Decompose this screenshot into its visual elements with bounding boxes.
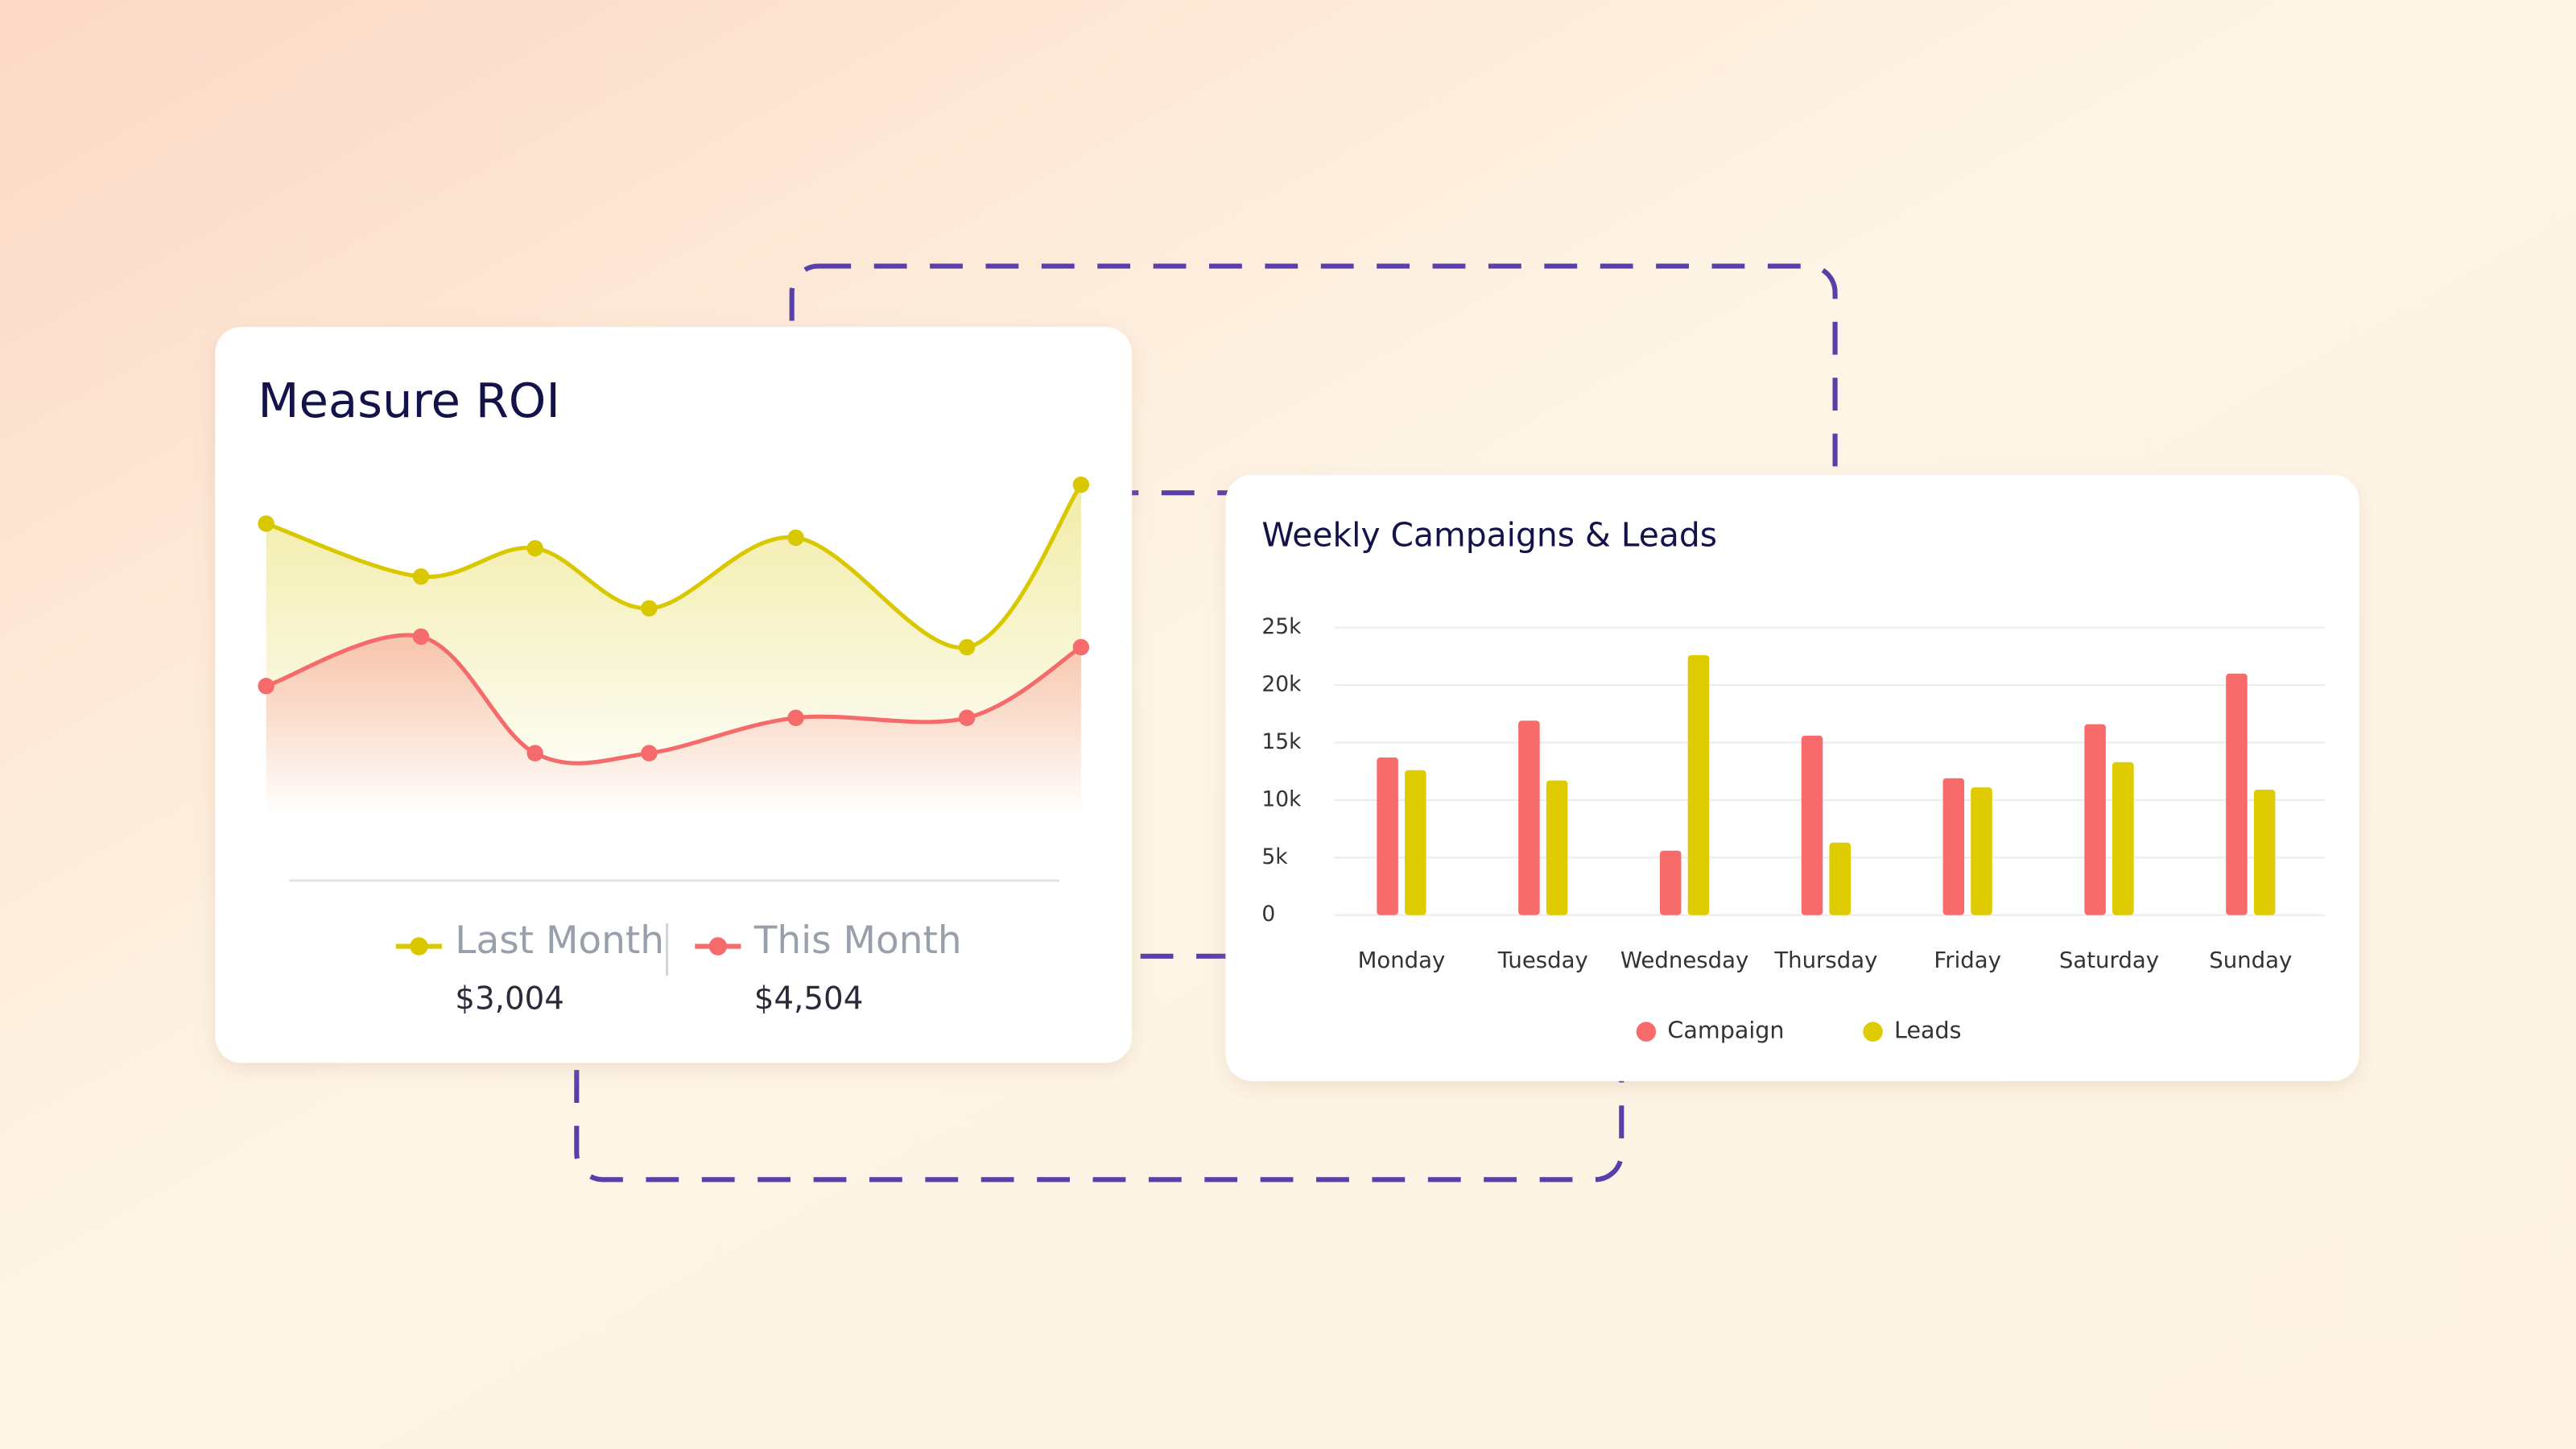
point: [526, 745, 543, 762]
y-tick-label: 25k: [1261, 614, 1302, 639]
bar: [1971, 787, 1992, 915]
y-tick-label: 20k: [1261, 672, 1302, 697]
point: [958, 638, 976, 656]
point: [1072, 638, 1090, 656]
legend-label: Campaign: [1667, 1017, 1784, 1044]
x-tick-label: Tuesday: [1497, 947, 1588, 973]
legend-value: $4,504: [754, 980, 864, 1017]
bar: [2084, 724, 2106, 915]
legend-label: Last Month: [455, 919, 664, 963]
point: [787, 529, 804, 547]
point: [412, 628, 430, 646]
y-tick-label: 10k: [1261, 786, 1302, 811]
bar: [1801, 735, 1823, 915]
x-tick-label: Saturday: [2059, 947, 2159, 973]
card: [1225, 474, 2359, 1081]
point: [258, 515, 275, 532]
card-title: Weekly Campaigns & Leads: [1261, 515, 1717, 554]
legend-label: Leads: [1894, 1017, 1962, 1044]
legend-label: This Month: [753, 919, 962, 963]
legend-dot: [410, 937, 428, 956]
point: [1072, 476, 1090, 493]
weekly-card: Weekly Campaigns & Leads 0 5k 10k 15k 20k 25k…: [1225, 474, 2359, 1081]
bar: [2253, 790, 2276, 915]
bar: [1405, 770, 1426, 915]
roi-card: Measure ROI Last Month $3,004 This Month $4…: [215, 327, 1133, 1063]
bar: [1687, 654, 1710, 915]
bar: [1377, 758, 1398, 915]
point: [412, 568, 430, 585]
y-tick-label: 5k: [1261, 844, 1288, 869]
point: [641, 745, 658, 762]
bar: [1942, 778, 1965, 915]
point: [641, 600, 658, 617]
bar: [2112, 762, 2134, 915]
point: [787, 709, 804, 726]
x-tick-label: Friday: [1934, 947, 2001, 973]
legend-dot: [708, 937, 728, 956]
legend-dot: [1863, 1022, 1883, 1042]
x-tick-label: Sunday: [2209, 947, 2292, 973]
point: [958, 709, 976, 726]
bar: [1546, 780, 1568, 915]
y-tick-label: 15k: [1261, 729, 1302, 754]
y-tick-label: 0: [1261, 902, 1275, 927]
legend-dot: [1636, 1022, 1657, 1042]
bar: [1829, 842, 1851, 915]
point: [526, 539, 543, 557]
legend-value: $3,004: [455, 980, 564, 1017]
x-tick-label: Thursday: [1773, 947, 1877, 973]
x-tick-label: Wednesday: [1620, 947, 1748, 973]
card-title: Measure ROI: [258, 373, 559, 428]
bar: [1518, 720, 1540, 915]
x-tick-label: Monday: [1358, 947, 1446, 973]
bar: [1659, 850, 1682, 915]
bar: [2226, 673, 2248, 915]
point: [258, 678, 275, 695]
